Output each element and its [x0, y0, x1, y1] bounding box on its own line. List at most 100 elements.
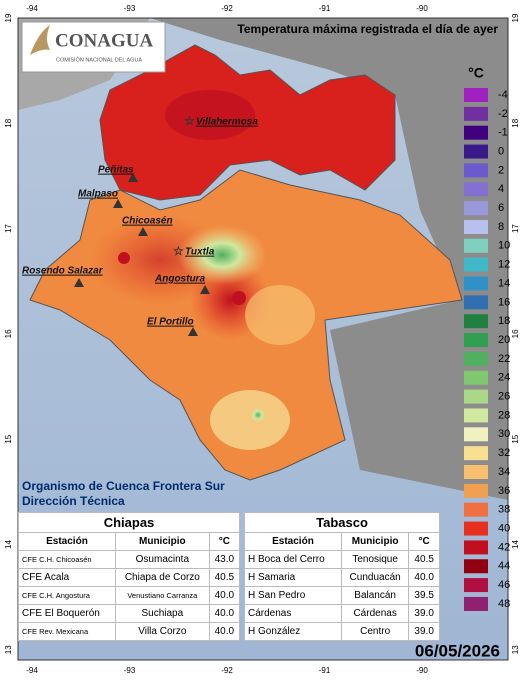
longitude-label: -90 — [416, 666, 428, 675]
legend-swatch — [464, 446, 488, 461]
column-header: Estación — [18, 532, 116, 551]
latitude-label: 14 — [4, 540, 13, 549]
legend-swatch — [464, 144, 488, 159]
city-marker: ☆ — [184, 114, 195, 128]
legend-label: -1 — [498, 127, 508, 139]
legend-label: 8 — [498, 221, 504, 233]
legend-label: 28 — [498, 409, 510, 421]
latitude-label: 13 — [4, 645, 13, 654]
latitude-label: 14 — [511, 540, 520, 549]
dam-marker — [113, 199, 123, 208]
place-label: Chicoasén — [122, 216, 173, 227]
latitude-label: 18 — [4, 118, 13, 127]
table-cell: Osumacinta — [114, 550, 210, 569]
table-cell: Villa Corzo — [114, 622, 210, 641]
longitude-label: -93 — [124, 4, 136, 13]
legend-label: 48 — [498, 598, 510, 610]
longitude-label: -91 — [319, 4, 331, 13]
legend-swatch — [464, 502, 488, 517]
longitude-label: -94 — [26, 666, 38, 675]
latitude-label: 17 — [4, 224, 13, 233]
table-cell: Cunduacán — [340, 568, 410, 587]
legend-label: 46 — [498, 579, 510, 591]
legend-swatch — [464, 314, 488, 329]
latitude-label: 15 — [511, 434, 520, 443]
legend-label: 42 — [498, 541, 510, 553]
frame — [17, 17, 509, 661]
org-dept: Dirección Técnica — [22, 494, 125, 508]
hot-zone — [165, 90, 255, 140]
station-table: Chiapas Estación Municipio °C CFE C.H. Chico… — [18, 512, 241, 641]
logo-subtitle: COMISIÓN NACIONAL DEL AGUA — [56, 56, 142, 63]
legend-label: 4 — [498, 183, 504, 195]
table-cell: 39.0 — [408, 604, 440, 623]
place-label: Angostura — [154, 274, 205, 285]
dam-marker — [200, 285, 210, 294]
legend-label: 30 — [498, 428, 510, 440]
table-cell: 40.5 — [408, 550, 440, 569]
legend-label: 38 — [498, 504, 510, 516]
longitude-label: -90 — [416, 4, 428, 13]
legend-label: -4 — [498, 89, 508, 101]
column-header: °C — [408, 532, 440, 551]
table-cell: 39.5 — [408, 586, 440, 605]
dam-marker — [188, 327, 198, 336]
latitude-label: 18 — [511, 118, 520, 127]
dam-marker — [74, 278, 84, 287]
table-row: Cárdenas Cárdenas 39.0 — [244, 604, 440, 623]
latitude-label: 19 — [4, 13, 13, 22]
legend-label: 36 — [498, 485, 510, 497]
header-row: Estación Municipio °C — [244, 532, 440, 551]
legend-swatch — [464, 201, 488, 216]
table-cell: 40.0 — [408, 568, 440, 587]
legend-label: 12 — [498, 259, 510, 271]
legend-swatch — [464, 88, 488, 102]
table-cell: Venustiano Carranza — [114, 586, 210, 605]
table-row: CFE C.H. Angostura Venustiano Carranza 40.… — [18, 586, 241, 605]
latitude-label: 13 — [511, 645, 520, 654]
legend-label: 10 — [498, 240, 510, 252]
table-row: CFE Acala Chiapa de Corzo 40.5 — [18, 568, 241, 587]
table-cell: CFE C.H. Angostura — [18, 586, 116, 605]
table-cell: H San Pedro — [244, 586, 342, 605]
dam-marker — [138, 227, 148, 236]
longitude-label: -93 — [124, 666, 136, 675]
latitude-label: 17 — [511, 224, 520, 233]
table-cell: CFE Rev. Mexicana — [18, 622, 116, 641]
legend-swatch — [464, 483, 488, 498]
legend-swatch — [464, 219, 488, 234]
table-row: CFE El Boquerón Suchiapa 40.0 — [18, 604, 241, 623]
legend-label: 26 — [498, 391, 510, 403]
table-cell: 43.0 — [208, 550, 241, 569]
longitude-label: -94 — [26, 4, 38, 13]
legend-swatch — [464, 238, 488, 253]
legend-swatch — [464, 182, 488, 197]
table-cell: H González — [244, 622, 342, 641]
legend-label: 24 — [498, 372, 510, 384]
legend-label: 0 — [498, 145, 504, 157]
latitude-label: 16 — [4, 329, 13, 338]
date: 06/05/2026 — [415, 641, 500, 660]
legend-swatch — [464, 333, 488, 348]
legend-swatch — [464, 427, 488, 442]
city-marker: ☆ — [173, 244, 184, 258]
table-cell: H Samaria — [244, 568, 342, 587]
header-row: Estación Municipio °C — [18, 532, 241, 551]
legend-swatch — [464, 125, 488, 140]
longitude-label: -92 — [221, 666, 233, 675]
legend-swatch — [464, 370, 488, 385]
longitude-label: -91 — [319, 666, 331, 675]
legend-label: 14 — [498, 277, 510, 289]
column-header: °C — [208, 532, 241, 551]
table-cell: Suchiapa — [114, 604, 210, 623]
latitude-label: 16 — [511, 329, 520, 338]
legend-label: 32 — [498, 447, 510, 459]
table-cell: H Boca del Cerro — [244, 550, 342, 569]
legend-label: 44 — [498, 560, 510, 572]
table-cell: 40.0 — [208, 586, 241, 605]
table-row: H Samaria Cunduacán 40.0 — [244, 568, 440, 587]
legend-swatch — [464, 465, 488, 479]
map-title: Temperatura máxima registrada el día de … — [237, 22, 498, 36]
